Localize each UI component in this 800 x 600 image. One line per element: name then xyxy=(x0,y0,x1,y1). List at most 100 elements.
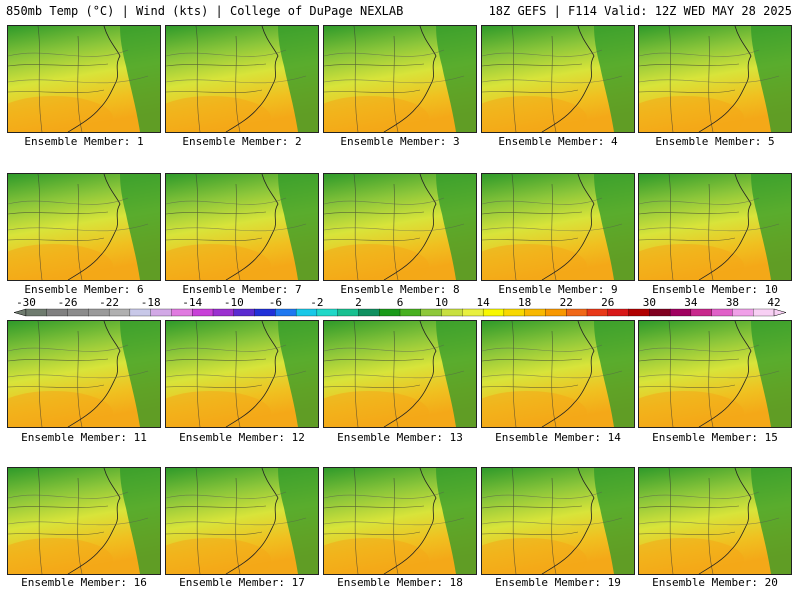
ensemble-member-label: Ensemble Member: 8 xyxy=(340,283,460,296)
colorbar-swatch xyxy=(690,308,713,317)
ensemble-panel xyxy=(638,320,792,428)
colorbar-swatch xyxy=(399,308,422,317)
ensemble-member-label: Ensemble Member: 3 xyxy=(340,135,460,148)
ensemble-panel xyxy=(7,25,161,133)
ensemble-map xyxy=(8,26,160,132)
ensemble-member-label: Ensemble Member: 11 xyxy=(21,431,147,444)
colorbar-swatch xyxy=(482,308,505,317)
colorbar-swatch xyxy=(316,308,339,317)
colorbar-swatch xyxy=(649,308,671,317)
ensemble-panel xyxy=(323,320,477,428)
ensemble-map xyxy=(166,321,318,427)
colorbar-swatch xyxy=(524,308,546,317)
colorbar-tick-label: 34 xyxy=(684,296,698,309)
ensemble-panel xyxy=(481,25,635,133)
colorbar-swatch xyxy=(88,308,110,317)
colorbar-tick-label: 6 xyxy=(397,296,404,309)
ensemble-member-label: Ensemble Member: 16 xyxy=(21,576,147,589)
colorbar-swatch xyxy=(462,308,484,317)
ensemble-map xyxy=(482,26,634,132)
ensemble-map xyxy=(482,468,634,574)
ensemble-panel xyxy=(638,25,792,133)
run-valid-time: 18Z GEFS | F114 Valid: 12Z WED MAY 28 20… xyxy=(488,4,792,18)
colorbar-tick-label: -18 xyxy=(141,296,161,309)
ensemble-panel xyxy=(638,173,792,281)
ensemble-panel xyxy=(323,467,477,575)
ensemble-map xyxy=(639,468,791,574)
ensemble-member-label: Ensemble Member: 17 xyxy=(179,576,305,589)
ensemble-panel xyxy=(165,173,319,281)
colorbar-swatch xyxy=(420,308,443,317)
colorbar-tick-label: -30 xyxy=(16,296,36,309)
ensemble-map xyxy=(639,174,791,280)
colorbar-tick-label: 38 xyxy=(726,296,739,309)
colorbar-tick-label: 22 xyxy=(560,296,573,309)
ensemble-panel xyxy=(323,25,477,133)
ensemble-member-label: Ensemble Member: 7 xyxy=(182,283,302,296)
colorbar-swatch xyxy=(669,308,692,317)
ensemble-member-label: Ensemble Member: 13 xyxy=(337,431,463,444)
colorbar-swatch xyxy=(586,308,609,317)
ensemble-panel xyxy=(7,173,161,281)
ensemble-map xyxy=(639,321,791,427)
ensemble-member-label: Ensemble Member: 15 xyxy=(652,431,778,444)
colorbar-swatch xyxy=(628,308,650,317)
colorbar-tick-label: -26 xyxy=(58,296,78,309)
ensemble-member-label: Ensemble Member: 6 xyxy=(24,283,144,296)
ensemble-panel xyxy=(7,467,161,575)
colorbar-swatch xyxy=(337,308,359,317)
ensemble-map xyxy=(482,174,634,280)
colorbar-swatch xyxy=(171,308,193,317)
colorbar-tick-label: -14 xyxy=(182,296,202,309)
colorbar-swatch xyxy=(753,308,775,317)
ensemble-map xyxy=(324,321,476,427)
colorbar-tick-label: -6 xyxy=(269,296,282,309)
colorbar-swatch xyxy=(150,308,172,317)
colorbar-tick-label: -22 xyxy=(99,296,119,309)
colorbar-swatch xyxy=(503,308,526,317)
ensemble-panel xyxy=(165,25,319,133)
ensemble-member-label: Ensemble Member: 18 xyxy=(337,576,463,589)
ensemble-map xyxy=(324,468,476,574)
colorbar-swatch xyxy=(295,308,318,317)
colorbar-arrow-left xyxy=(13,308,27,317)
colorbar-swatch xyxy=(129,308,152,317)
colorbar-swatch xyxy=(732,308,754,317)
colorbar-tick-label: 18 xyxy=(518,296,531,309)
colorbar-swatch xyxy=(379,308,401,317)
ensemble-panel xyxy=(481,467,635,575)
colorbar-swatch xyxy=(25,308,48,317)
colorbar-tick-label: 2 xyxy=(355,296,362,309)
ensemble-panel xyxy=(7,320,161,428)
colorbar-swatch xyxy=(46,308,69,317)
ensemble-member-label: Ensemble Member: 14 xyxy=(495,431,621,444)
ensemble-map xyxy=(166,174,318,280)
ensemble-panel xyxy=(323,173,477,281)
ensemble-member-label: Ensemble Member: 9 xyxy=(498,283,618,296)
ensemble-map xyxy=(8,468,160,574)
ensemble-member-label: Ensemble Member: 12 xyxy=(179,431,305,444)
colorbar-swatch xyxy=(67,308,89,317)
colorbar-swatch xyxy=(233,308,256,317)
colorbar-arrow-right xyxy=(773,308,787,317)
ensemble-member-label: Ensemble Member: 19 xyxy=(495,576,621,589)
colorbar-tick-label: 42 xyxy=(767,296,780,309)
ensemble-member-label: Ensemble Member: 10 xyxy=(652,283,778,296)
ensemble-map xyxy=(166,26,318,132)
ensemble-map xyxy=(324,174,476,280)
colorbar-swatch xyxy=(711,308,733,317)
temperature-colorbar: -30 -26 -22 -18 -14 -10 -6 -2 2 6 10 14 18 22 26 30 34 38… xyxy=(13,296,787,317)
colorbar-tick-label: 30 xyxy=(643,296,656,309)
ensemble-map xyxy=(8,174,160,280)
colorbar-swatch xyxy=(566,308,588,317)
colorbar-swatch xyxy=(108,308,131,317)
colorbar-tick-label: -2 xyxy=(310,296,323,309)
colorbar-tick-label: 26 xyxy=(601,296,614,309)
ensemble-map xyxy=(639,26,791,132)
ensemble-member-label: Ensemble Member: 20 xyxy=(652,576,778,589)
ensemble-member-label: Ensemble Member: 2 xyxy=(182,135,302,148)
ensemble-panel xyxy=(165,320,319,428)
colorbar-swatch xyxy=(441,308,463,317)
colorbar-swatch xyxy=(358,308,380,317)
ensemble-panel xyxy=(481,320,635,428)
